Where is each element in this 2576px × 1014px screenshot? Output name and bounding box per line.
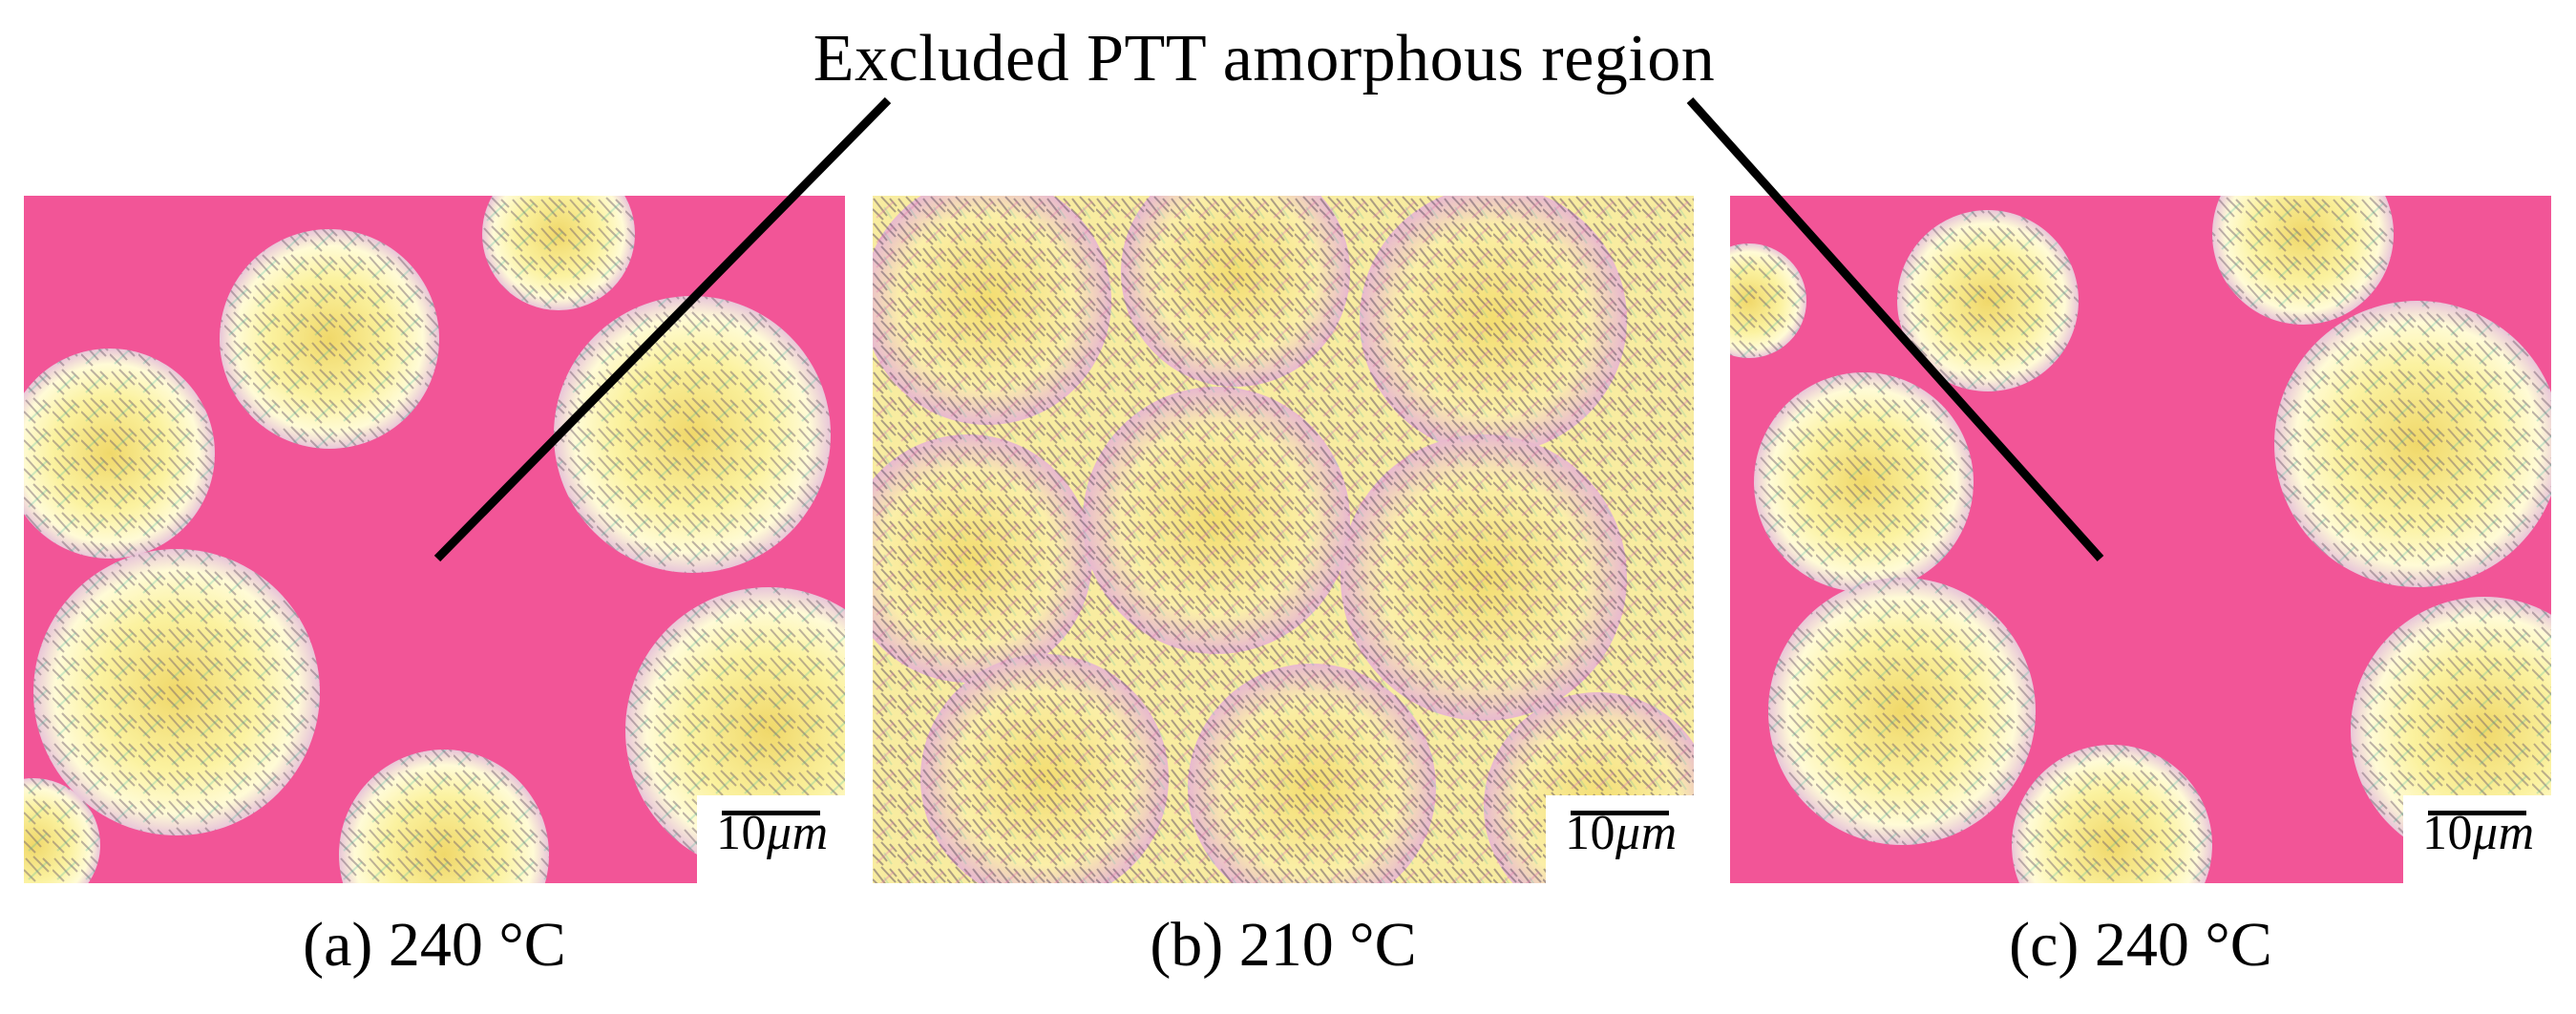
- caption-c: (c) 240 °C: [2009, 910, 2272, 980]
- annotation-label: Excluded PTT amorphous region: [813, 22, 1716, 95]
- scale-number: 10: [716, 806, 767, 860]
- scale-bar-line: [2428, 811, 2526, 815]
- micrograph-image-b: [873, 196, 1694, 883]
- caption-a: (a) 240 °C: [303, 910, 566, 980]
- scale-unit: μm: [767, 806, 829, 860]
- scale-bar-b: 10μm: [1546, 795, 1694, 883]
- caption-b: (b) 210 °C: [1150, 910, 1417, 980]
- micrograph-panel-a: 10μm: [24, 196, 845, 883]
- micrograph-image-a: [24, 196, 845, 883]
- scale-bar-a: 10μm: [697, 795, 845, 883]
- scale-bar-label: 10μm: [716, 809, 829, 858]
- micrograph-panel-c: 10μm: [1730, 196, 2551, 883]
- scale-unit: μm: [1615, 806, 1678, 860]
- micrograph-image-c: [1730, 196, 2551, 883]
- scale-bar-label: 10μm: [1565, 809, 1678, 858]
- micrograph-panel-b: 10μm: [873, 196, 1694, 883]
- scale-number: 10: [2422, 806, 2473, 860]
- spherulites-b: [873, 196, 1694, 883]
- scale-bar-c: 10μm: [2403, 795, 2551, 883]
- scale-bar-label: 10μm: [2422, 809, 2535, 858]
- scale-unit: μm: [2473, 806, 2535, 860]
- scale-bar-line: [1571, 811, 1669, 815]
- scale-bar-line: [722, 811, 820, 815]
- scale-number: 10: [1565, 806, 1615, 860]
